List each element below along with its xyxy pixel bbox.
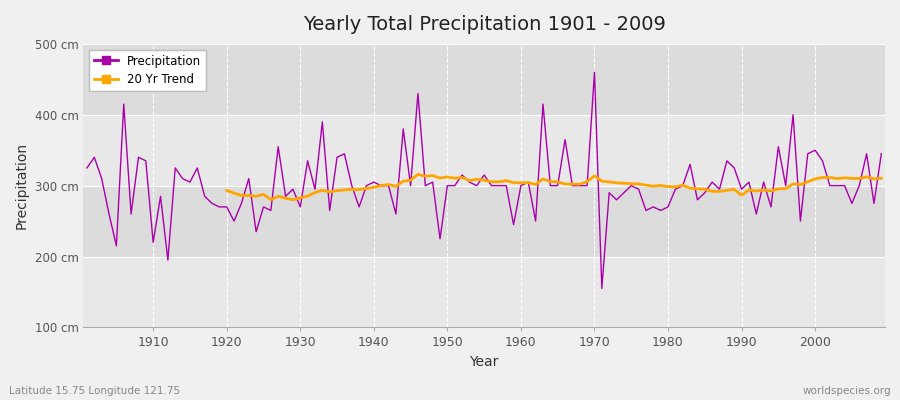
Bar bbox=[84, 256, 885, 328]
Text: worldspecies.org: worldspecies.org bbox=[803, 386, 891, 396]
Text: Latitude 15.75 Longitude 121.75: Latitude 15.75 Longitude 121.75 bbox=[9, 386, 180, 396]
Bar bbox=[84, 115, 885, 186]
X-axis label: Year: Year bbox=[470, 355, 499, 369]
Legend: Precipitation, 20 Yr Trend: Precipitation, 20 Yr Trend bbox=[89, 50, 206, 91]
Y-axis label: Precipitation: Precipitation bbox=[15, 142, 29, 229]
Title: Yearly Total Precipitation 1901 - 2009: Yearly Total Precipitation 1901 - 2009 bbox=[302, 15, 666, 34]
